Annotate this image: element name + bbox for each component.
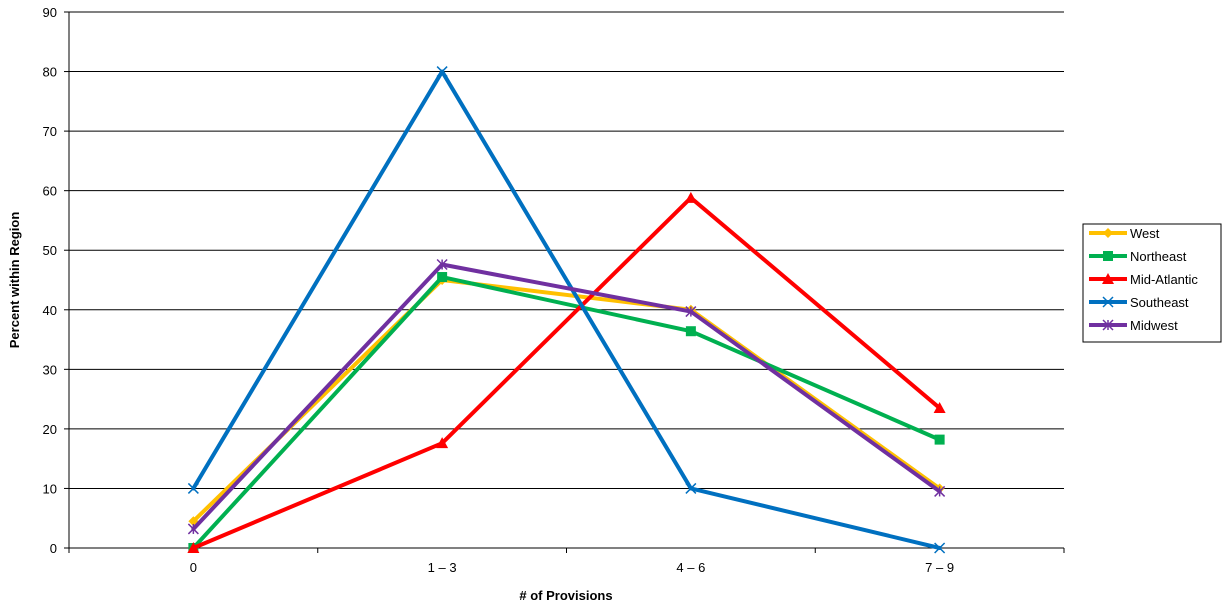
data-point-midwest (685, 306, 697, 318)
y-tick-label: 50 (43, 243, 57, 258)
series-line-west (191, 278, 942, 524)
x-tick-label: 0 (190, 560, 197, 575)
y-tick-label: 80 (43, 65, 57, 80)
series-mid-atlantic (187, 191, 946, 553)
data-point-southeast (934, 542, 946, 554)
data-point-northeast (934, 434, 945, 445)
y-tick-label: 30 (43, 362, 57, 377)
series-line-mid-atlantic (191, 195, 942, 550)
x-tick-label: 7 – 9 (925, 560, 954, 575)
y-tick-label: 10 (43, 481, 57, 496)
legend-item-west: West (1089, 226, 1160, 241)
y-tick-label: 60 (43, 184, 57, 199)
x-tick-label: 4 – 6 (676, 560, 705, 575)
series-southeast (187, 66, 946, 554)
y-tick-label: 90 (43, 5, 57, 20)
series-lines (187, 66, 946, 554)
series-line-northeast (191, 275, 942, 550)
series-line-southeast (191, 69, 942, 550)
y-tick-label: 20 (43, 422, 57, 437)
legend-item-northeast: Northeast (1089, 249, 1187, 264)
data-point-midwest (187, 523, 199, 535)
legend-label: West (1130, 226, 1160, 241)
x-tick-labels: 0 1 – 3 4 – 6 7 – 9 (190, 560, 954, 575)
series-line-midwest (191, 262, 942, 531)
gridlines (64, 11, 1065, 553)
data-point-mid-atlantic (684, 191, 697, 203)
data-point-southeast (187, 482, 199, 494)
data-point-midwest (934, 485, 946, 497)
legend-label: Mid-Atlantic (1130, 272, 1198, 287)
legend-marker (1102, 273, 1114, 284)
legend-marker (1103, 251, 1113, 261)
legend-marker (1103, 228, 1113, 238)
legend: West Northeast Mid-Atlantic Southeast Midwes… (1082, 223, 1222, 343)
legend-item-mid-atlantic: Mid-Atlantic (1089, 272, 1198, 287)
x-axis-title: # of Provisions (519, 588, 612, 603)
data-point-mid-atlantic (933, 402, 946, 414)
y-tick-labels: 0 10 20 30 40 50 60 70 80 90 (43, 5, 57, 556)
axes (68, 12, 1064, 549)
data-point-northeast (437, 272, 448, 283)
x-tick-label: 1 – 3 (428, 560, 457, 575)
data-point-mid-atlantic (436, 437, 449, 449)
y-tick-label: 40 (43, 303, 57, 318)
legend-item-midwest: Midwest (1089, 318, 1178, 333)
legend-label: Southeast (1130, 295, 1189, 310)
data-point-southeast (685, 482, 697, 494)
series-midwest (187, 258, 946, 535)
legend-label: Midwest (1130, 318, 1178, 333)
y-tick-label: 0 (50, 541, 57, 556)
legend-label: Northeast (1130, 249, 1187, 264)
y-tick-label: 70 (43, 124, 57, 139)
data-point-southeast (436, 66, 448, 78)
data-point-mid-atlantic (187, 542, 200, 553)
data-point-midwest (436, 258, 448, 271)
legend-marker (1102, 319, 1114, 331)
legend-marker (1102, 296, 1114, 308)
legend-item-southeast: Southeast (1089, 295, 1189, 310)
y-axis-title: Percent within Region (7, 212, 22, 349)
data-point-northeast (685, 326, 696, 337)
